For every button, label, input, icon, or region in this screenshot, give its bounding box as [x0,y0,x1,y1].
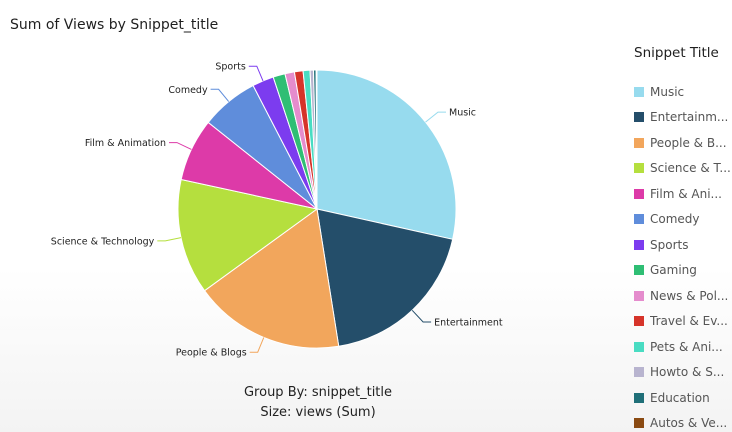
slice-label-comedy: Comedy [168,85,208,96]
legend-label: Science & T... [650,161,731,176]
legend-item-pets-and-animals[interactable]: Pets & Ani... [634,334,732,360]
legend-items: Music Entertainm... People & B... Science &… [634,79,732,432]
legend-item-people-and-blogs[interactable]: People & B... [634,130,732,156]
slice-label-science-and-technology: Science & Technology [51,236,155,247]
legend-item-sports[interactable]: Sports [634,232,732,258]
legend-swatch [634,137,644,148]
legend-item-music[interactable]: Music [634,79,732,105]
chart-title: Sum of Views by Snippet_title [10,17,219,33]
slice-label-people-and-blogs: People & Blogs [176,348,247,359]
legend-item-science-and-technology[interactable]: Science & T... [634,156,732,182]
legend-item-gaming[interactable]: Gaming [634,258,732,284]
legend-swatch [634,239,644,250]
legend-swatch [634,214,644,225]
slice-label-film-and-animation: Film & Animation [85,138,166,149]
pie-slice-entertainment[interactable] [316,208,454,347]
size-caption: Size: views (Sum) [260,405,376,420]
legend-item-education[interactable]: Education [634,385,732,411]
legend-swatch [634,265,644,276]
legend-label: Entertainm... [650,110,729,125]
legend-label: Education [650,390,710,405]
legend-swatch [634,367,644,378]
legend-item-news-and-politics[interactable]: News & Pol... [634,283,732,309]
legend-label: Autos & Ve... [650,416,728,431]
legend-title: Snippet Title [634,45,719,61]
legend-item-autos-and-vehicles[interactable]: Autos & Ve... [634,411,732,432]
leader-line-music [425,111,446,123]
legend-swatch [634,188,644,199]
leader-line-film-and-animation [169,142,192,150]
legend-label: People & B... [650,135,727,150]
legend-swatch [634,290,644,301]
legend-swatch [634,316,644,327]
legend-label: Gaming [650,263,697,278]
pie-slice-music[interactable] [316,69,457,240]
legend-label: Pets & Ani... [650,339,723,354]
legend-item-comedy[interactable]: Comedy [634,207,732,233]
legend-swatch [634,392,644,403]
legend-label: Sports [650,237,689,252]
legend-swatch [634,163,644,174]
leader-line-entertainment [411,309,432,323]
legend-label: Music [650,84,685,99]
legend-label: News & Pol... [650,288,729,303]
legend-swatch [634,112,644,123]
legend-swatch [634,418,644,429]
legend: Snippet Title Music Entertainm... People &… [634,45,732,432]
group-by-caption: Group By: snippet_title [243,385,393,400]
slice-label-entertainment: Entertainment [434,318,503,329]
leader-line-sports [248,65,264,82]
legend-swatch [634,86,644,97]
legend-label: Howto & S... [650,365,725,380]
leader-line-people-and-blogs [249,337,265,353]
slice-label-sports: Sports [215,62,246,73]
slice-label-music: Music [449,108,476,119]
leader-line-science-and-technology [157,237,182,242]
pie-chart: Music Entertainment People & Blogs Science … [51,62,503,359]
leader-line-comedy [210,88,230,102]
legend-label: Film & Ani... [650,186,722,201]
legend-item-entertainment[interactable]: Entertainm... [634,105,732,131]
legend-item-howto-and-style[interactable]: Howto & S... [634,360,732,386]
legend-item-film-and-animation[interactable]: Film & Ani... [634,181,732,207]
legend-item-travel-and-events[interactable]: Travel & Ev... [634,309,732,335]
legend-swatch [634,341,644,352]
legend-label: Travel & Ev... [650,314,728,329]
legend-label: Comedy [650,212,700,227]
pie-slice-autos-and-vehicles[interactable] [315,69,318,210]
